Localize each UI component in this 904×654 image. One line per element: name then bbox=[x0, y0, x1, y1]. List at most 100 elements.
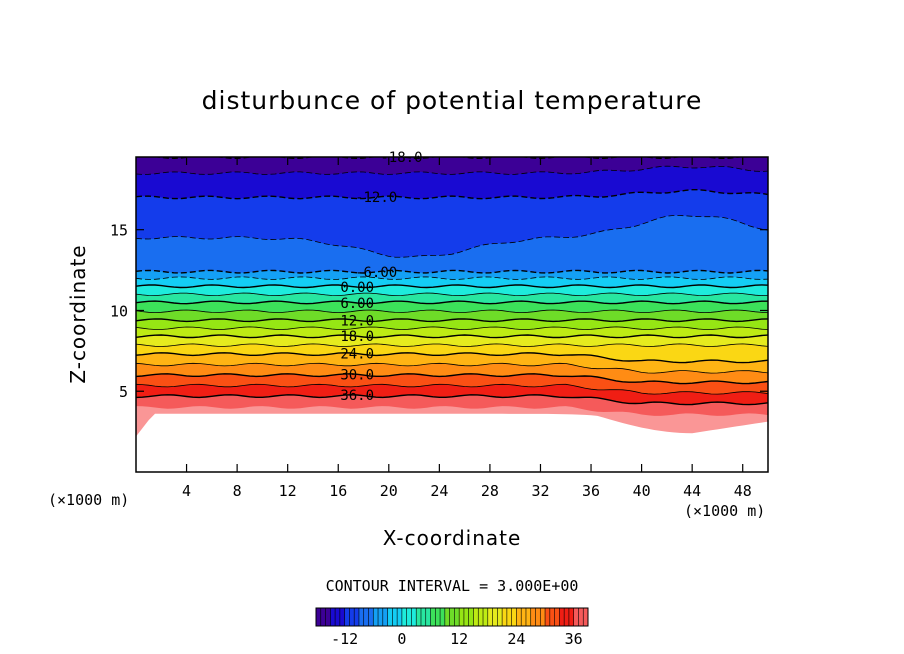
colorbar-cell-42 bbox=[516, 608, 522, 626]
colorbar-cell-46 bbox=[535, 608, 541, 626]
contour-label-2: -6.00 bbox=[355, 265, 397, 281]
colorbar-cell-18 bbox=[401, 608, 408, 626]
colorbar-cell-52 bbox=[564, 608, 570, 626]
contour-line--12 bbox=[136, 189, 768, 200]
colorbar-cell-10 bbox=[363, 608, 369, 626]
contour-line-0 bbox=[136, 284, 768, 289]
contour-line-21 bbox=[136, 343, 768, 347]
x-tick-label-32: 32 bbox=[531, 482, 549, 500]
contour-line--6 bbox=[136, 269, 768, 274]
colorbar-cell-19 bbox=[406, 608, 412, 626]
colorbar-cell-31 bbox=[463, 608, 470, 626]
contour-line--9 bbox=[136, 215, 768, 258]
colorbar-cell-15 bbox=[387, 608, 393, 626]
contour-line-3 bbox=[136, 292, 768, 297]
x-tick-label-28: 28 bbox=[481, 482, 499, 500]
colorbar-cell-34 bbox=[478, 608, 484, 626]
colorbar-cell-8 bbox=[354, 608, 360, 626]
contour-line-6 bbox=[136, 300, 768, 305]
colorbar-cell-3 bbox=[330, 608, 336, 626]
contour-label-9: 36.0 bbox=[340, 388, 374, 404]
colorbar-cell-40 bbox=[506, 608, 513, 626]
colorbar-cell-29 bbox=[454, 608, 460, 626]
colorbar-frame bbox=[315, 607, 589, 627]
y-tick-label-10: 10 bbox=[110, 302, 128, 320]
colorbar-cell-47 bbox=[540, 608, 546, 626]
colorbar-cell-17 bbox=[397, 608, 403, 626]
colorbar-cell-55 bbox=[578, 608, 584, 626]
colorbar-cell-51 bbox=[559, 608, 565, 626]
contour-line-30 bbox=[136, 373, 768, 385]
colorbar-cell-2 bbox=[325, 608, 331, 626]
contour-label-0: -18.0 bbox=[380, 150, 422, 166]
colorbar-cell-21 bbox=[416, 608, 422, 626]
colorbar-cell-36 bbox=[487, 608, 494, 626]
x-axis-label: X-coordinate bbox=[382, 526, 522, 550]
contour-label-7: 24.0 bbox=[340, 347, 374, 363]
contour-interval-label: CONTOUR INTERVAL = 3.000E+00 bbox=[325, 577, 579, 595]
colorbar-cell-14 bbox=[382, 608, 389, 626]
y-axis: 5 10 15 bbox=[110, 222, 768, 401]
colorbar-cell-48 bbox=[545, 608, 551, 626]
colorbar-cell-4 bbox=[335, 608, 341, 626]
contour-line-27 bbox=[136, 362, 768, 374]
colorbar-cell-12 bbox=[373, 608, 379, 626]
x-tick-label-12: 12 bbox=[279, 482, 297, 500]
colorbar-cell-27 bbox=[444, 608, 451, 626]
colorbar-cell-49 bbox=[549, 608, 556, 626]
plot-frame bbox=[135, 156, 769, 473]
x-unit-label: (×1000 m) bbox=[684, 502, 766, 520]
colorbar-cell-1 bbox=[320, 608, 327, 626]
x-axis: 4 8 12 16 20 24 28 32 36 40 44 48 bbox=[182, 157, 752, 500]
colorbar-cell-33 bbox=[473, 608, 479, 626]
z-unit-label: (×1000 m) bbox=[48, 491, 130, 509]
contour-line-9 bbox=[136, 309, 768, 314]
colorbar-cell-26 bbox=[440, 608, 446, 626]
x-tick-label-8: 8 bbox=[233, 482, 242, 500]
colorbar-cell-25 bbox=[435, 608, 441, 626]
colorbar-cell-43 bbox=[521, 608, 527, 626]
contour-label-5: 12.0 bbox=[340, 313, 374, 329]
colorbar-cell-13 bbox=[378, 608, 384, 626]
colorbar-tick-label-3: 24 bbox=[507, 630, 525, 648]
contour-line-24 bbox=[136, 352, 768, 364]
x-tick-label-24: 24 bbox=[430, 482, 448, 500]
colorbar-cell-37 bbox=[492, 608, 498, 626]
y-axis-label: Z-coordinate bbox=[66, 244, 90, 384]
contour-line-15 bbox=[136, 326, 768, 330]
contour-lines bbox=[136, 157, 768, 406]
x-tick-label-40: 40 bbox=[633, 482, 651, 500]
terrain-mask bbox=[136, 413, 768, 472]
y-tick-label-15: 15 bbox=[110, 222, 128, 240]
colorbar-cell-44 bbox=[525, 608, 532, 626]
colorbar-cell-22 bbox=[420, 608, 427, 626]
contour-label-4: 6.00 bbox=[340, 296, 374, 312]
colorbar-cell-30 bbox=[459, 608, 465, 626]
contour-field bbox=[136, 157, 768, 472]
colorbar-tick-label-2: 12 bbox=[450, 630, 468, 648]
x-tick-label-44: 44 bbox=[683, 482, 701, 500]
colorbar-cell-32 bbox=[468, 608, 474, 626]
colorbar-cell-39 bbox=[502, 608, 508, 626]
chart-title: disturbunce of potential temperature bbox=[201, 86, 703, 115]
contour-line-33 bbox=[136, 383, 768, 395]
colorbar-cell-7 bbox=[349, 608, 355, 626]
colorbar-cell-35 bbox=[483, 608, 489, 626]
colorbar-cell-56 bbox=[583, 608, 589, 626]
x-tick-label-16: 16 bbox=[329, 482, 347, 500]
colorbar-tick-label-1: 0 bbox=[397, 630, 406, 648]
contour-label-3: 0.00 bbox=[340, 280, 374, 296]
colorbar-cell-11 bbox=[368, 608, 374, 626]
colorbar-cell-45 bbox=[530, 608, 537, 626]
colorbar-cell-53 bbox=[568, 608, 575, 626]
colorbar-cell-0 bbox=[316, 608, 322, 626]
x-tick-label-4: 4 bbox=[182, 482, 191, 500]
x-tick-label-48: 48 bbox=[734, 482, 752, 500]
colorbar-cell-41 bbox=[511, 608, 517, 626]
colorbar-cell-5 bbox=[339, 608, 346, 626]
colorbar-cell-20 bbox=[411, 608, 417, 626]
contour-label-1: -12.0 bbox=[355, 190, 397, 206]
